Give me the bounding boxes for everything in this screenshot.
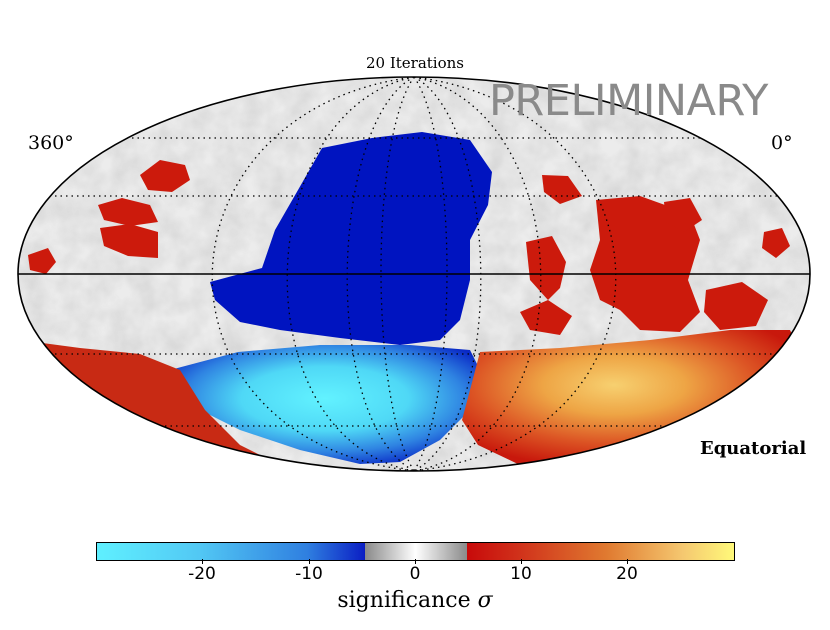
red-blotch xyxy=(762,228,790,258)
colorbar-caption: significance σ xyxy=(0,588,830,613)
red-blotch xyxy=(520,300,572,335)
coordinate-system-label: Equatorial xyxy=(700,438,807,459)
eastern-excess-region xyxy=(590,196,700,332)
colorbar-tick-label: 10 xyxy=(510,564,532,584)
meridian-line xyxy=(286,77,415,471)
map-border xyxy=(17,76,811,472)
map-title: 20 Iterations xyxy=(365,54,464,72)
colorbar-tick-label: -20 xyxy=(188,564,216,584)
southern-deficit-region xyxy=(170,345,480,464)
meridian-line xyxy=(346,77,415,471)
northern-deficit-region xyxy=(210,132,492,345)
longitude-label-left: 360° xyxy=(28,132,74,154)
red-blotch xyxy=(100,224,158,258)
meridian-line xyxy=(380,77,415,471)
red-blotch xyxy=(704,282,768,330)
map-body xyxy=(18,77,810,471)
colorbar-tick-label: -10 xyxy=(295,564,323,584)
colorbar-tick xyxy=(309,559,310,564)
longitude-label-right: 0° xyxy=(771,132,793,154)
meridian-line xyxy=(413,77,617,471)
red-blotch xyxy=(28,248,56,274)
colorbar-tick-label: 0 xyxy=(409,564,421,584)
colorbar-caption-text: significance xyxy=(337,588,471,613)
preliminary-watermark: PRELIMINARY xyxy=(489,76,768,126)
colorbar-caption-symbol: σ xyxy=(477,588,493,613)
colorbar-tick xyxy=(202,559,203,564)
red-blotch xyxy=(664,198,702,232)
southwest-excess-region xyxy=(20,340,280,470)
meridian-line xyxy=(413,77,448,471)
red-blotch xyxy=(140,160,190,192)
red-blotch xyxy=(542,175,582,204)
meridian-line xyxy=(413,77,482,471)
red-blotch xyxy=(526,236,566,300)
colorbar-tick-label: 20 xyxy=(616,564,638,584)
meridian-line xyxy=(211,77,415,471)
red-blotch xyxy=(98,198,158,226)
colorbar-tick xyxy=(521,559,522,564)
colorbar-tick xyxy=(415,559,416,564)
colorbar-tick xyxy=(627,559,628,564)
meridian-line xyxy=(413,77,542,471)
